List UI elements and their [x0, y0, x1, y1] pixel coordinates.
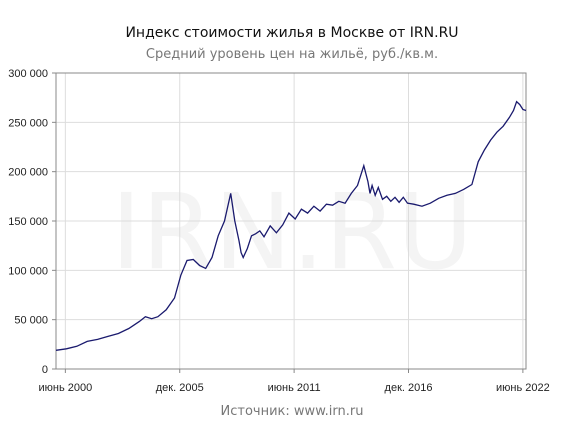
grid: [56, 72, 526, 370]
x-tick-label: дек. 2005: [156, 382, 204, 394]
x-axis: июнь 2000 дек. 2005 июнь 2011 дек. 2016 июнь…: [38, 369, 550, 394]
x-tick-label: июнь 2000: [38, 382, 92, 394]
chart-subtitle: Средний уровень цен на жильё, руб./кв.м.: [146, 47, 438, 62]
plot-area: [55, 72, 527, 370]
y-tick-label: 300 000: [8, 68, 48, 80]
chart-title: Индекс стоимости жилья в Москве от IRN.R…: [125, 25, 458, 41]
y-axis: 0 50 000 100 000 150 000 200 000 250 000 300 0…: [8, 68, 56, 376]
source-note: Источник: www.irn.ru: [221, 404, 364, 419]
y-tick-label: 50 000: [14, 315, 48, 327]
y-tick-label: 0: [42, 364, 48, 376]
x-tick-label: дек. 2016: [385, 382, 433, 394]
watermark: IRN.RU: [111, 171, 473, 293]
y-tick-label: 100 000: [8, 265, 48, 277]
y-tick-label: 200 000: [8, 167, 48, 179]
x-tick-label: июнь 2022: [496, 382, 550, 394]
y-tick-label: 150 000: [8, 216, 48, 228]
y-tick-label: 250 000: [8, 117, 48, 129]
series-line: [55, 100, 527, 351]
x-tick-label: июнь 2011: [268, 382, 321, 394]
